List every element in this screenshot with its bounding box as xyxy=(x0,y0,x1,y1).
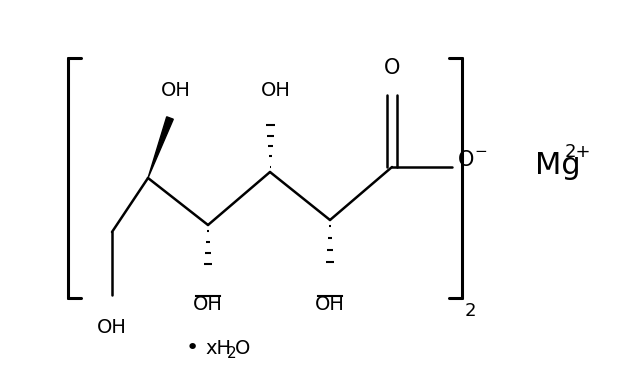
Text: xH: xH xyxy=(205,338,231,357)
Polygon shape xyxy=(148,117,173,178)
Text: O: O xyxy=(384,58,400,78)
Text: 2: 2 xyxy=(465,302,477,320)
Text: O: O xyxy=(458,150,474,170)
Text: 2+: 2+ xyxy=(565,143,591,161)
Text: O: O xyxy=(235,338,250,357)
Text: −: − xyxy=(474,144,487,158)
Text: Mg: Mg xyxy=(535,150,580,179)
Text: OH: OH xyxy=(261,81,291,100)
Text: OH: OH xyxy=(161,81,191,100)
Text: OH: OH xyxy=(193,295,223,314)
Text: •: • xyxy=(186,338,198,358)
Text: OH: OH xyxy=(97,318,127,337)
Text: 2: 2 xyxy=(227,346,237,362)
Text: OH: OH xyxy=(315,295,345,314)
